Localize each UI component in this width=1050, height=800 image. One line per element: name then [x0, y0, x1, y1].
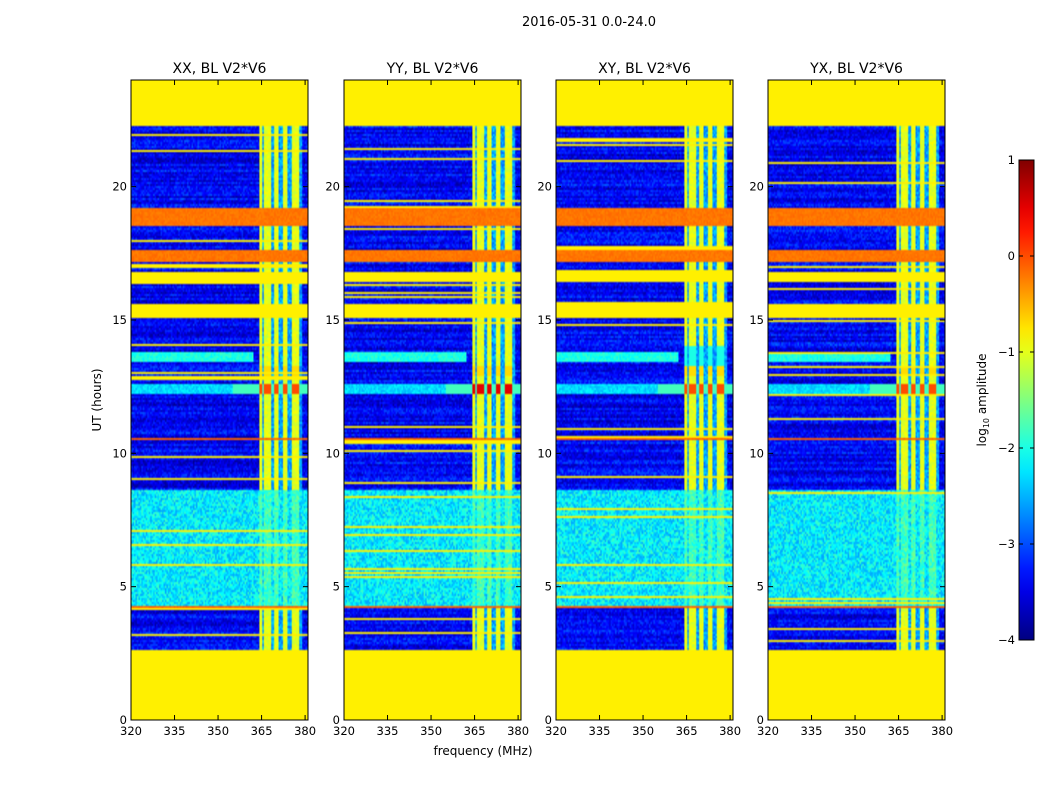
colorbar-tick-label: 1	[1008, 153, 1015, 167]
panel-title: YY, BL V2*V6	[386, 61, 479, 77]
colorbar-tick-label: −1	[998, 345, 1015, 359]
y-tick-label: 20	[537, 180, 552, 194]
y-tick-label: 10	[537, 446, 552, 460]
x-tick-label: 350	[632, 724, 654, 738]
panel-frame	[343, 79, 522, 721]
x-tick-label: 380	[294, 724, 316, 738]
y-tick-label: 10	[112, 446, 127, 460]
x-tick-label: 365	[676, 724, 698, 738]
y-tick-label: 5	[757, 580, 764, 594]
x-tick-label: 380	[507, 724, 529, 738]
x-tick-label: 320	[545, 724, 567, 738]
colorbar-label-main: log	[975, 428, 989, 446]
colorbar-tick-label: −3	[998, 537, 1015, 551]
colorbar-tick-label: −4	[998, 633, 1015, 647]
x-tick-label: 380	[719, 724, 741, 738]
colorbar-gradient	[1018, 159, 1035, 641]
x-tick-label: 350	[207, 724, 229, 738]
x-tick-label: 335	[377, 724, 399, 738]
y-tick-label: 0	[120, 713, 127, 727]
spectrogram-image-yy	[344, 80, 521, 720]
y-axis-label: UT (hours)	[90, 368, 104, 431]
y-tick-label: 0	[545, 713, 552, 727]
x-tick-label: 320	[757, 724, 779, 738]
panel-title: XX, BL V2*V6	[173, 61, 267, 77]
x-tick-label: 335	[589, 724, 611, 738]
x-axis-label: frequency (MHz)	[433, 744, 532, 758]
y-tick-label: 0	[333, 713, 340, 727]
y-tick-label: 15	[537, 313, 552, 327]
spectrogram-image-xy	[556, 80, 733, 720]
x-tick-label: 365	[888, 724, 910, 738]
colorbar-label: log10 amplitude	[975, 354, 991, 447]
colorbar-tick-label: −2	[998, 441, 1015, 455]
x-tick-label: 320	[333, 724, 355, 738]
x-tick-label: 335	[164, 724, 186, 738]
panel-title: YX, BL V2*V6	[809, 61, 903, 77]
x-tick-label: 350	[844, 724, 866, 738]
y-tick-label: 10	[325, 446, 340, 460]
panel-frame	[767, 79, 946, 721]
panel-xx: XX, BL V2*V6 320 335 350 365 380 0 5 10 15 20	[112, 61, 316, 738]
y-tick-label: 5	[333, 580, 340, 594]
x-tick-label: 380	[931, 724, 953, 738]
x-tick-label: 365	[464, 724, 486, 738]
colorbar-label-sub: 10	[982, 418, 991, 428]
panel-frame	[555, 79, 734, 721]
panel-frame	[130, 79, 309, 721]
y-tick-label: 15	[112, 313, 127, 327]
colorbar-tick-label: 0	[1008, 249, 1015, 263]
figure-title: 2016-05-31 0.0-24.0	[522, 15, 656, 30]
panel-yx: YX, BL V2*V6 320 335 350 365 380 0 5 10 15 20	[749, 61, 953, 738]
y-tick-label: 5	[120, 580, 127, 594]
x-tick-label: 320	[120, 724, 142, 738]
spectrogram-image-xx	[131, 80, 308, 720]
y-tick-label: 20	[749, 180, 764, 194]
spectrogram-image-yx	[768, 80, 945, 720]
y-tick-label: 0	[757, 713, 764, 727]
x-tick-label: 335	[801, 724, 823, 738]
panel-title: XY, BL V2*V6	[598, 61, 691, 77]
y-tick-label: 20	[112, 180, 127, 194]
y-tick-label: 5	[545, 580, 552, 594]
y-tick-label: 15	[325, 313, 340, 327]
y-tick-label: 15	[749, 313, 764, 327]
x-tick-label: 350	[420, 724, 442, 738]
panel-yy: YY, BL V2*V6 320 335 350 365 380 0 5 10 15 20	[325, 61, 529, 738]
colorbar-label-rest: amplitude	[975, 354, 989, 418]
y-tick-label: 10	[749, 446, 764, 460]
x-tick-label: 365	[251, 724, 273, 738]
y-tick-label: 20	[325, 180, 340, 194]
panel-xy: XY, BL V2*V6 320 335 350 365 380 0 5 10 15 20	[537, 61, 741, 738]
